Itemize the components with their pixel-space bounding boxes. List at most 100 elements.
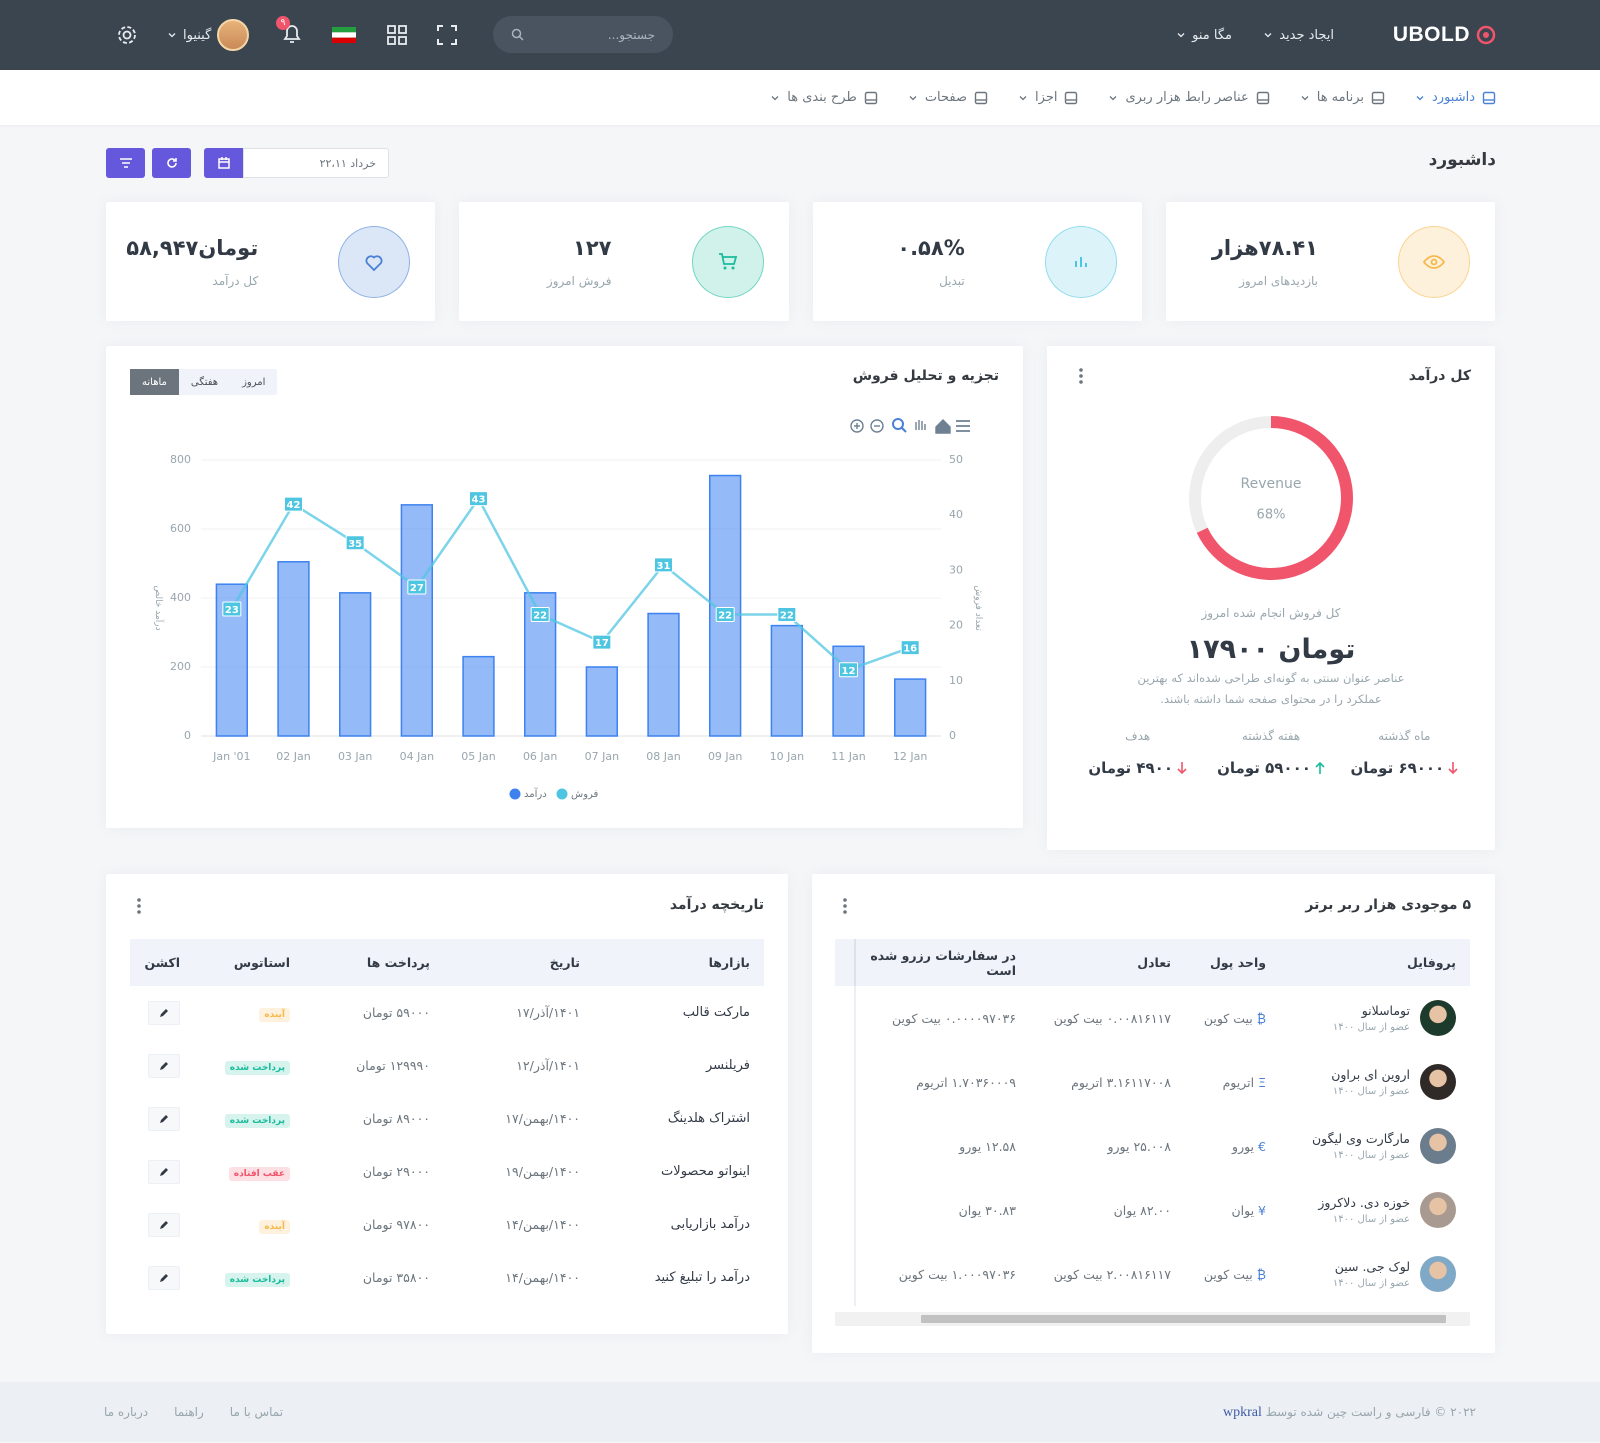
currency-symbol: € [1258, 1138, 1266, 1154]
cut-cell [835, 1050, 856, 1114]
nav-item[interactable]: صفحات [908, 90, 988, 105]
edit-button[interactable] [148, 1212, 180, 1237]
zoom-in-icon[interactable] [850, 419, 864, 433]
brand[interactable]: UBOLD [1393, 0, 1496, 70]
scrollbar[interactable] [835, 1312, 1470, 1326]
footer-link[interactable]: تماس با ما [229, 1405, 284, 1419]
icon [718, 252, 737, 269]
fullscreen-icon[interactable] [437, 25, 457, 45]
edit-button[interactable] [148, 1265, 180, 1290]
nav-item[interactable]: عناصر رابط هزار ربری [1108, 90, 1269, 105]
column-header: پرداخت ها [304, 939, 444, 986]
data-label: 22 [718, 611, 732, 622]
status-badge: آینده [259, 1008, 290, 1022]
user-menu[interactable]: گینیوا [167, 0, 250, 70]
profile: توماسلانو عضو از سال ۱۴۰۰ [1294, 1000, 1456, 1036]
reset-icon[interactable] [935, 419, 951, 434]
icon [160, 1008, 168, 1017]
footer-link[interactable]: درباره ما [104, 1405, 149, 1419]
dot [1079, 380, 1083, 384]
x-tick-label: 12 Jan [893, 750, 927, 763]
apps-icon[interactable] [387, 25, 407, 45]
dot [843, 898, 847, 902]
icon-part [160, 1061, 168, 1070]
navbar: داشبورد برنامه ها عناصر رابط هزار ربری اجزا… [0, 70, 1600, 125]
menu-create[interactable]: ایجاد جدید [1263, 0, 1334, 70]
data-label: 12 [842, 666, 856, 677]
table-row: توماسلانو عضو از سال ۱۴۰۰ ₿بیت کوین ۰.۰۰۸۱۶… [835, 986, 1470, 1050]
zoom-out-icon[interactable] [870, 419, 884, 433]
search-box[interactable]: جستجو... [493, 16, 673, 53]
icon-part [1177, 762, 1187, 775]
nav-item[interactable]: اجزا [1018, 90, 1078, 105]
currency-name: یورو [1232, 1138, 1255, 1154]
chevron-path [168, 33, 176, 38]
menu-icon[interactable] [956, 420, 970, 432]
card-menu[interactable] [842, 896, 848, 916]
refresh-button[interactable] [152, 148, 191, 178]
menu-mega[interactable]: مگا منو [1176, 0, 1232, 70]
period-tab[interactable]: هفتگی [190, 376, 219, 388]
column-header: تاریخ [444, 939, 594, 986]
icon [1074, 256, 1087, 267]
avatar [1420, 1000, 1456, 1036]
chevron [1019, 95, 1027, 100]
y2-tick-label: 10 [949, 674, 963, 687]
nav-label: طرح بندی ها [787, 90, 857, 105]
author-link[interactable]: wpkral [1222, 1405, 1262, 1420]
icon-part [518, 35, 524, 41]
page-title: داشبورد [1428, 150, 1496, 170]
nav-item[interactable]: طرح بندی ها [770, 90, 878, 105]
icon-part [122, 30, 132, 40]
x-tick-label: 04 Jan [400, 750, 434, 763]
edit-button[interactable] [148, 1000, 180, 1025]
icon [160, 1061, 168, 1070]
pan-icon[interactable] [915, 420, 926, 430]
legend-label: فروش [571, 789, 599, 800]
chart: 0 200 400 600 800 0 10 20 30 40 50 درآمد خالص تعداد … [153, 418, 983, 800]
avatar [1420, 1064, 1456, 1100]
icon-part [1448, 762, 1458, 775]
settings-icon[interactable] [116, 24, 138, 46]
nav-item[interactable]: برنامه ها [1300, 90, 1385, 105]
calendar-button[interactable] [204, 148, 243, 178]
icon-part [864, 91, 878, 104]
icon-part [1416, 95, 1424, 100]
date-input[interactable]: خرداد ۲۲،۱۱ [243, 148, 389, 178]
currency-symbol: ₿ [1256, 1010, 1266, 1026]
edit-button[interactable] [148, 1106, 180, 1131]
scrollbar-thumb[interactable] [921, 1315, 1446, 1323]
zoom-icon[interactable] [892, 418, 904, 430]
edit-button[interactable] [148, 1053, 180, 1078]
profile: لوک جی. سین عضو از سال ۱۴۰۰ [1294, 1256, 1456, 1292]
trend-arrow [1177, 762, 1187, 775]
balance: ۳.۱۶۱۱۷۰۰۸ اتریوم [1071, 1074, 1171, 1090]
card-menu[interactable] [1078, 366, 1084, 386]
filter-button[interactable] [106, 148, 145, 178]
period-tab[interactable]: امروز [242, 376, 266, 388]
notifications[interactable]: ۹ [276, 16, 303, 46]
icon-part [1301, 95, 1309, 100]
stat-label: هدف [1125, 729, 1151, 743]
holder-name: خوزه دی. دلاکروز [1318, 1195, 1410, 1210]
nav-item[interactable]: داشبورد [1415, 90, 1496, 105]
revenue-stat: ماه گذشته ۶۹۰۰۰ تومان [1338, 729, 1471, 777]
card-menu[interactable] [136, 896, 142, 916]
status-badge: پرداخت شده [224, 1061, 290, 1075]
chart-title: تجزیه و تحلیل فروش [852, 368, 999, 384]
edit-button[interactable] [148, 1159, 180, 1184]
flag-icon[interactable] [332, 27, 356, 43]
table-row: خوزه دی. دلاکروز عضو از سال ۱۴۰۰ ¥یوان ۸۲.۰… [835, 1178, 1470, 1242]
icon-part [1315, 761, 1325, 774]
logo-ring [1476, 25, 1496, 45]
action-cell [130, 1092, 194, 1145]
footer-link[interactable]: راهنما [174, 1405, 204, 1419]
revenue-subtitle: کل فروش انجام شده امروز [1201, 606, 1341, 620]
period-tab[interactable]: ماهانه [130, 369, 179, 395]
dot [1079, 374, 1083, 378]
icon-part [218, 157, 229, 163]
icon-part [901, 427, 907, 433]
icon-part [723, 266, 726, 269]
icon-part [160, 1167, 168, 1176]
currency-cell: ₿بیت کوین [1185, 1242, 1280, 1306]
